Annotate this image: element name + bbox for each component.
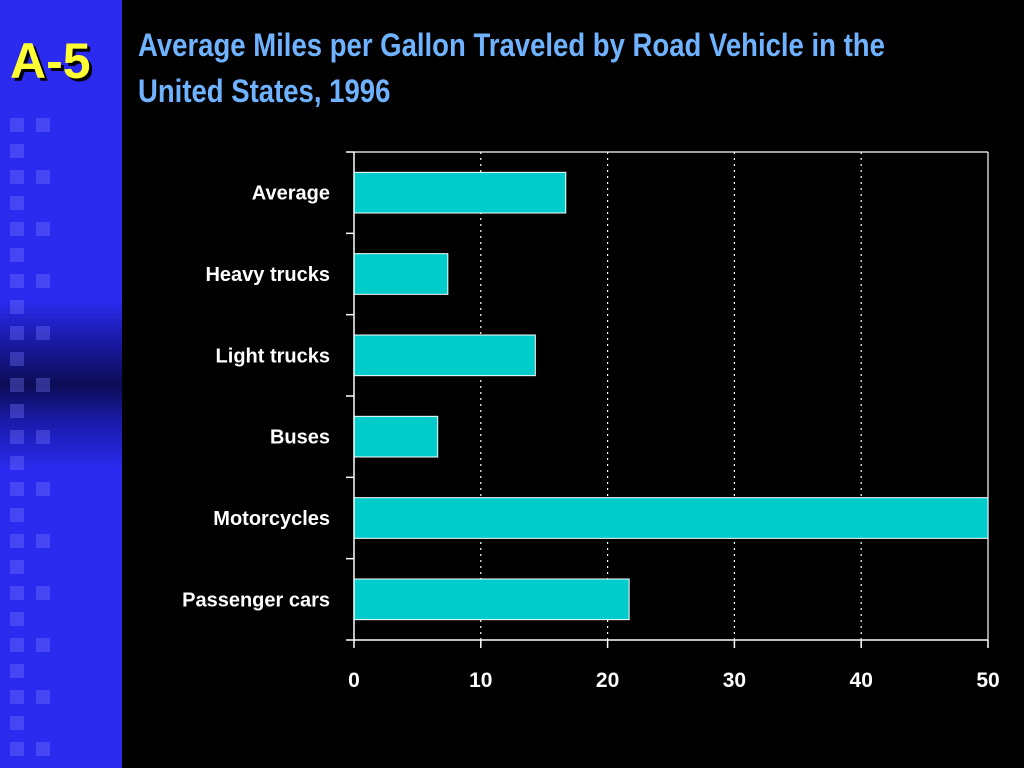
sidebar-square — [36, 690, 50, 704]
sidebar-square — [10, 534, 24, 548]
sidebar-square — [36, 274, 50, 288]
bar-heavy-trucks — [353, 253, 449, 295]
slide-title: Average Miles per Gallon Traveled by Roa… — [138, 27, 885, 109]
sidebar-square — [10, 482, 24, 496]
x-tick-label: 10 — [469, 669, 492, 692]
sidebar-square — [10, 456, 24, 470]
sidebar-square — [10, 638, 24, 652]
x-tick-label: 20 — [596, 669, 619, 692]
category-label: Light trucks — [216, 345, 330, 367]
category-label: Buses — [270, 427, 330, 449]
bar-passenger-cars — [353, 578, 630, 621]
bar-motorcycles — [353, 497, 989, 539]
axes — [346, 151, 989, 648]
tick-labels: 0 10 20 30 40 50 — [348, 669, 1000, 692]
sidebar-square-pattern — [0, 118, 122, 768]
x-tick-label: 30 — [723, 669, 746, 692]
sidebar-square — [36, 534, 50, 548]
category-label: Heavy trucks — [205, 264, 330, 286]
sidebar-square — [10, 118, 24, 132]
sidebar-square — [36, 170, 50, 184]
sidebar-square — [36, 482, 50, 496]
x-tick-label: 40 — [850, 669, 873, 692]
sidebar-square — [10, 300, 24, 314]
sidebar-square — [10, 170, 24, 184]
sidebar-square — [10, 664, 24, 678]
sidebar-square — [10, 196, 24, 210]
category-labels: Average Heavy trucks Light trucks Buses Moto… — [182, 183, 330, 612]
sidebar-square — [36, 742, 50, 756]
sidebar-square — [36, 222, 50, 236]
sidebar-square — [10, 378, 24, 392]
bars — [353, 171, 989, 621]
sidebar-square — [10, 144, 24, 158]
bar-average — [353, 171, 567, 214]
grid-lines — [480, 152, 989, 640]
sidebar-square — [10, 716, 24, 730]
sidebar-square — [10, 560, 24, 574]
sidebar-square — [10, 612, 24, 626]
category-label: Passenger cars — [182, 589, 330, 611]
sidebar-square — [36, 586, 50, 600]
category-label: Motorcycles — [213, 508, 330, 530]
sidebar-square — [10, 404, 24, 418]
sidebar-square — [10, 326, 24, 340]
category-label: Average — [252, 183, 330, 205]
sidebar-square — [10, 690, 24, 704]
bar-light-trucks — [353, 334, 536, 377]
sidebar-square — [36, 378, 50, 392]
x-tick-label: 50 — [976, 669, 999, 692]
sidebar-square — [36, 118, 50, 132]
sidebar-square — [10, 430, 24, 444]
sidebar-square — [10, 274, 24, 288]
sidebar-square — [10, 352, 24, 366]
sidebar-square — [36, 638, 50, 652]
x-tick-label: 0 — [348, 669, 360, 692]
sidebar-square — [10, 508, 24, 522]
sidebar-square — [36, 430, 50, 444]
sidebar-square — [36, 326, 50, 340]
bar-buses — [353, 415, 439, 458]
sidebar-square — [10, 222, 24, 236]
sidebar-square — [10, 248, 24, 262]
slide-number: A-5 — [10, 33, 91, 89]
sidebar-square — [10, 742, 24, 756]
sidebar-decoration — [0, 0, 122, 768]
bar-chart: Average Heavy trucks Light trucks Buses Moto… — [182, 151, 1000, 692]
sidebar-square — [10, 586, 24, 600]
